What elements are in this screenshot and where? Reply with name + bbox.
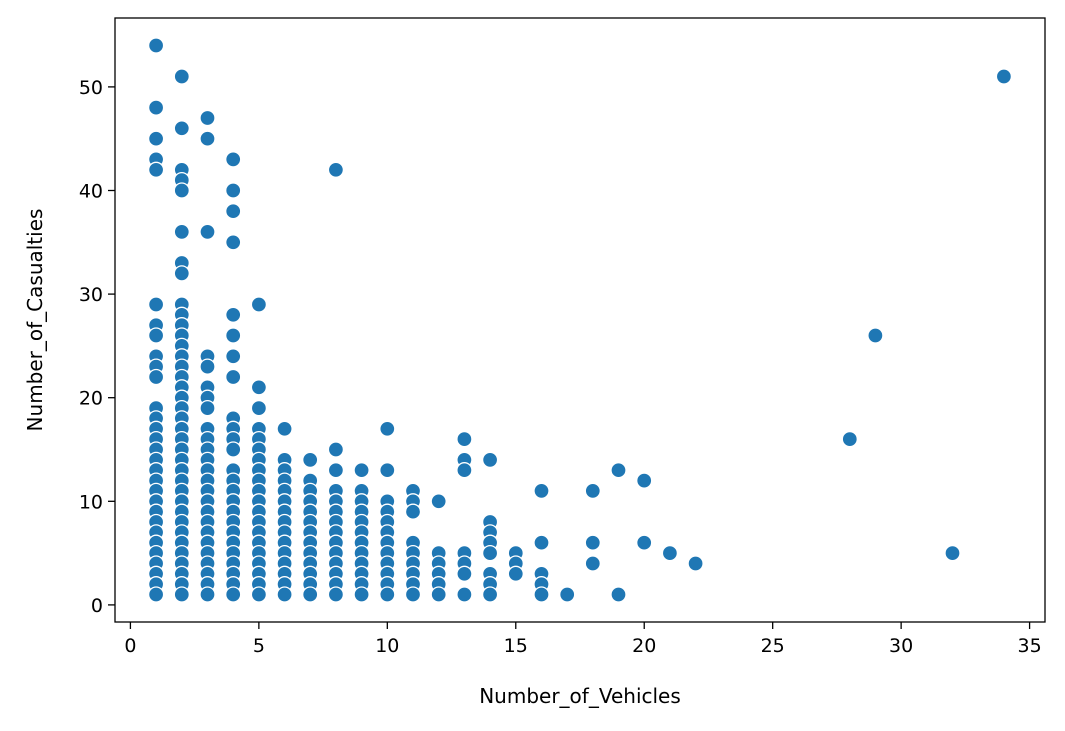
plot-background <box>115 18 1045 622</box>
data-point <box>276 586 293 603</box>
data-point <box>250 296 268 313</box>
x-tick-label: 30 <box>889 635 913 657</box>
data-point <box>610 462 627 479</box>
data-point <box>147 130 165 147</box>
data-point <box>225 306 242 323</box>
data-point <box>533 586 550 603</box>
data-point <box>661 544 679 562</box>
data-point <box>147 296 165 313</box>
data-point <box>379 420 396 437</box>
data-point <box>302 451 319 469</box>
data-point <box>199 399 216 417</box>
data-point <box>225 182 242 199</box>
data-point <box>225 586 242 603</box>
data-point <box>327 161 345 178</box>
data-point <box>225 441 242 458</box>
y-tick-label: 0 <box>91 595 103 617</box>
data-point <box>276 420 293 437</box>
data-point <box>199 109 216 127</box>
data-point <box>225 151 242 168</box>
data-point <box>250 586 268 603</box>
data-point <box>327 441 345 458</box>
data-point <box>533 482 550 500</box>
data-point <box>147 37 165 54</box>
data-point <box>456 462 473 479</box>
data-point <box>173 182 190 199</box>
data-point <box>404 503 422 520</box>
y-tick-label: 50 <box>79 77 103 99</box>
data-point <box>173 586 190 603</box>
data-point <box>430 493 447 510</box>
y-axis-label: Number_of_Casualties <box>23 209 47 432</box>
data-point <box>944 544 961 562</box>
data-point <box>147 586 165 603</box>
data-point <box>584 482 601 500</box>
data-point <box>456 430 473 448</box>
x-tick-label: 15 <box>504 635 528 657</box>
data-points <box>147 37 1013 603</box>
data-point <box>379 462 396 479</box>
data-point <box>199 223 216 241</box>
x-tick-label: 5 <box>253 635 265 657</box>
data-point <box>533 534 550 551</box>
data-point <box>327 586 345 603</box>
data-point <box>147 99 165 116</box>
data-point <box>147 368 165 386</box>
data-point <box>481 451 499 469</box>
y-tick-label: 30 <box>79 284 103 306</box>
data-point <box>481 586 499 603</box>
data-point <box>173 265 190 282</box>
plot-frame <box>114 17 1046 623</box>
data-point <box>559 586 576 603</box>
data-point <box>147 327 165 344</box>
y-tick-label: 20 <box>79 388 103 410</box>
data-point <box>507 565 524 582</box>
data-point <box>173 120 190 137</box>
data-point <box>147 161 165 178</box>
data-point <box>225 327 242 344</box>
data-point <box>225 368 242 386</box>
data-point <box>250 379 268 396</box>
x-tick-label: 20 <box>632 635 656 657</box>
data-point <box>430 586 447 603</box>
y-axis-ticks: 0 10 20 30 40 50 <box>79 77 115 617</box>
data-point <box>687 555 704 572</box>
data-point <box>353 462 370 479</box>
data-point <box>199 586 216 603</box>
x-axis-label: Number_of_Vehicles <box>479 684 681 708</box>
data-point <box>841 430 858 448</box>
data-point <box>456 586 473 603</box>
data-point <box>327 462 345 479</box>
x-tick-label: 10 <box>375 635 399 657</box>
data-point <box>225 203 242 220</box>
data-point <box>610 586 627 603</box>
data-point <box>404 586 422 603</box>
data-point <box>225 348 242 365</box>
data-point <box>173 68 190 85</box>
data-point <box>173 223 190 241</box>
data-point <box>636 534 653 551</box>
data-point <box>250 399 268 417</box>
data-point <box>302 586 319 603</box>
data-point <box>584 555 601 572</box>
data-point <box>379 586 396 603</box>
x-tick-label: 35 <box>1017 635 1041 657</box>
data-point <box>353 586 370 603</box>
data-point <box>199 358 216 375</box>
x-tick-label: 0 <box>124 635 136 657</box>
data-point <box>199 130 216 147</box>
data-point <box>481 544 499 562</box>
data-point <box>456 565 473 582</box>
data-point <box>225 234 242 251</box>
y-tick-label: 40 <box>79 180 103 202</box>
x-axis-ticks: 0 5 10 15 20 25 30 35 <box>124 622 1042 657</box>
data-point <box>584 534 601 551</box>
x-tick-label: 25 <box>761 635 785 657</box>
data-point <box>867 327 884 344</box>
y-tick-label: 10 <box>79 491 103 513</box>
data-point <box>636 472 653 489</box>
data-point <box>995 68 1013 85</box>
